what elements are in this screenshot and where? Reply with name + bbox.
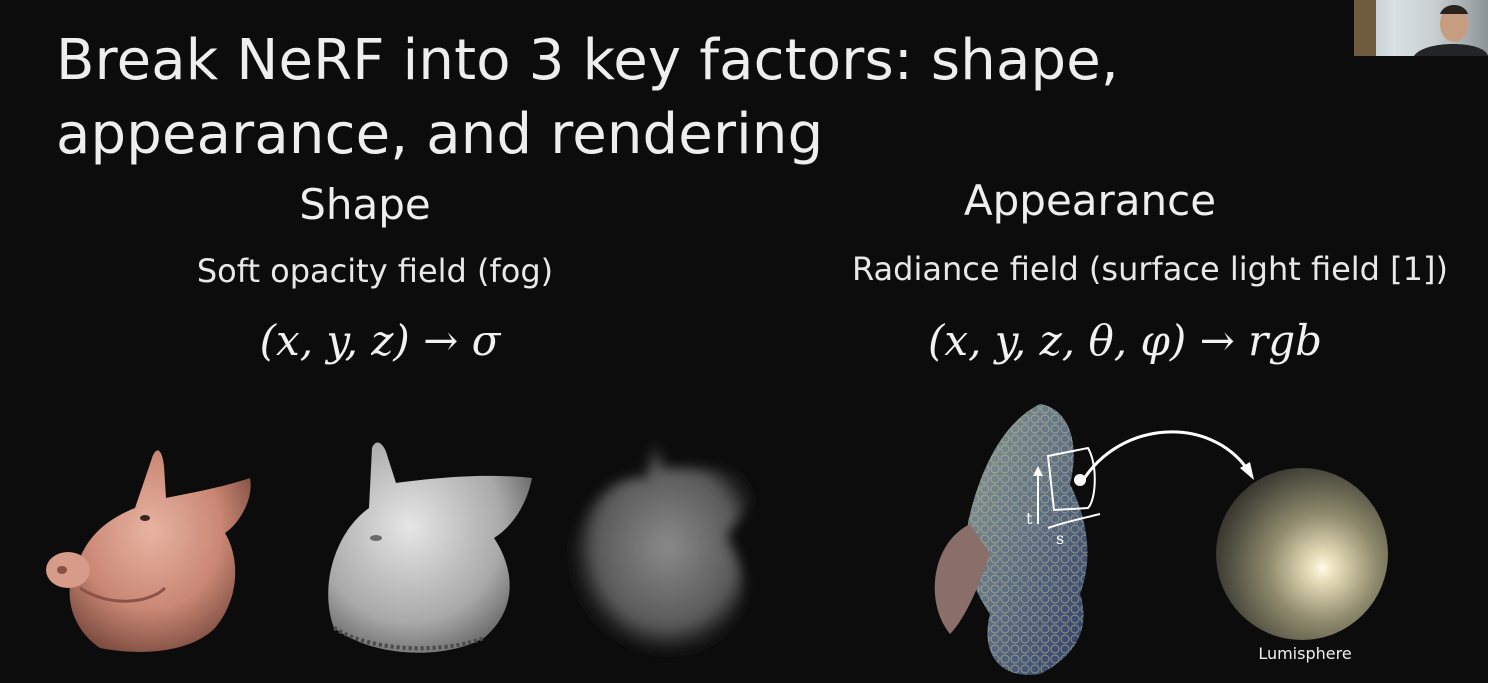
pig-fog-image [572,441,762,653]
arrow-to-lumisphere [1080,430,1254,483]
webcam-thumbnail [1354,0,1488,56]
lumisphere-image [1216,468,1388,640]
fish-statue-image: t s [934,404,1101,675]
shape-subtitle: Soft opacity field (fog) [196,252,554,290]
lumisphere-label: Lumisphere [1258,644,1352,663]
presenter-icon [1354,0,1488,56]
shape-heading: Shape [299,180,431,229]
diagram-s-label: s [1056,529,1064,548]
slide-title: Break NeRF into 3 key factors: shape, ap… [56,28,1119,167]
diagram-t-label: t [1026,509,1033,528]
pig-textured-image [46,450,251,652]
appearance-formula: (x, y, z, θ, φ) → rgb [928,316,1322,365]
pig-mesh-image [328,442,532,653]
appearance-subtitle: Radiance field (surface light field [1]) [852,250,1448,288]
appearance-heading: Appearance [963,176,1217,225]
shape-formula: (x, y, z) → σ [259,316,501,365]
